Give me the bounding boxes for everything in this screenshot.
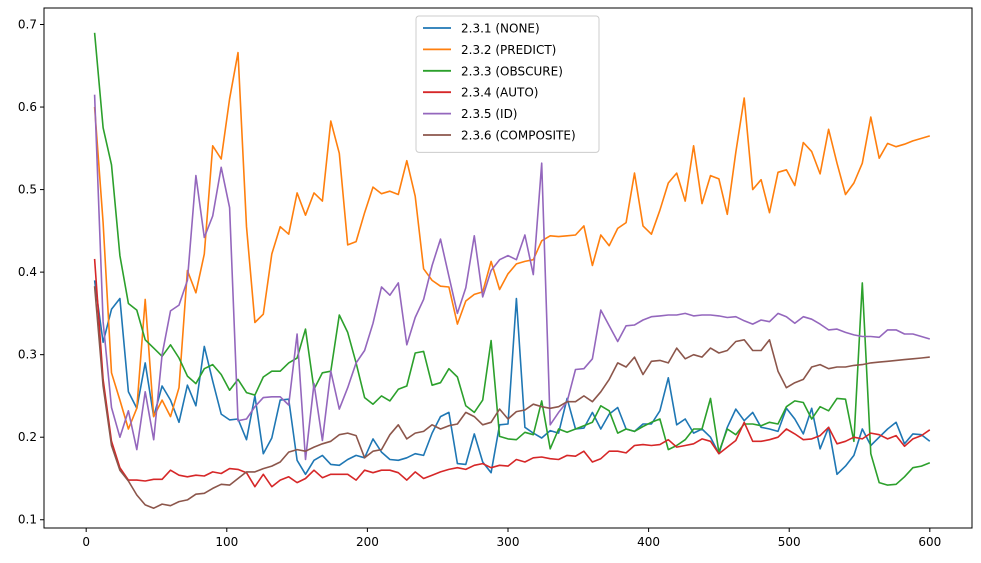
series-line-3: [93, 32, 931, 486]
series-lines: [93, 32, 931, 509]
x-tick-label: 600: [918, 535, 941, 549]
x-tick-label: 400: [637, 535, 660, 549]
legend-label: 2.3.4 (AUTO): [461, 86, 538, 100]
y-tick-label: 0.2: [18, 430, 37, 444]
y-tick-label: 0.7: [18, 18, 37, 32]
legend-label: 2.3.5 (ID): [461, 107, 518, 121]
y-tick-label: 0.5: [18, 183, 37, 197]
y-tick-label: 0.4: [18, 265, 37, 279]
series-line-4: [93, 258, 931, 488]
series-line-5: [93, 94, 931, 461]
legend-label: 2.3.2 (PREDICT): [461, 43, 556, 57]
y-tick-label: 0.6: [18, 100, 37, 114]
y-tick-label: 0.3: [18, 348, 37, 362]
x-tick-label: 200: [356, 535, 379, 549]
series-line-1: [93, 280, 931, 476]
legend-label: 2.3.1 (NONE): [461, 22, 540, 36]
legend-box: [415, 15, 600, 153]
legend: 2.3.1 (NONE) 2.3.2 (PREDICT) 2.3.3 (OBSCUR…: [415, 15, 600, 153]
y-tick-label: 0.1: [18, 513, 37, 527]
y-axis: 0.1 0.2 0.3 0.4 0.5 0.6 0.7: [18, 18, 44, 527]
series-line-2: [93, 51, 931, 430]
legend-label: 2.3.3 (OBSCURE): [461, 64, 563, 78]
x-axis: 0 100 200 300 400 500 600: [82, 528, 941, 549]
x-tick-label: 500: [778, 535, 801, 549]
x-tick-label: 300: [497, 535, 520, 549]
x-tick-label: 100: [215, 535, 238, 549]
series-line-6: [93, 286, 930, 509]
legend-label: 2.3.6 (COMPOSITE): [461, 129, 576, 143]
x-tick-label: 0: [82, 535, 90, 549]
